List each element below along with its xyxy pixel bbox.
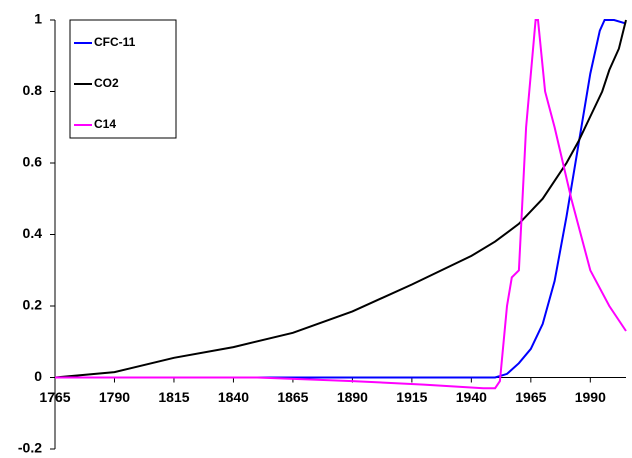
line-series: [54, 19, 627, 379]
x-tick-label: 1940: [456, 389, 487, 405]
x-tick-label: 1790: [99, 389, 130, 405]
x-tick-label: 1915: [396, 389, 427, 405]
y-tick-label: 0.4: [23, 225, 43, 241]
x-tick-label: 1890: [337, 389, 368, 405]
legend-label: CFC-11: [94, 35, 136, 49]
x-tick-label: 1990: [575, 389, 606, 405]
y-tick-label: 0.2: [23, 297, 43, 313]
line-series: [55, 19, 627, 379]
y-tick-label: -0.2: [18, 440, 42, 456]
x-tick-label: 1965: [515, 389, 546, 405]
y-tick-label: 0: [34, 368, 42, 384]
y-tick-label: 0.8: [23, 82, 43, 98]
legend-box: [69, 19, 177, 139]
y-tick-label: 0.6: [23, 154, 43, 170]
x-tick-label: 1865: [277, 389, 308, 405]
legend-label: CO2: [94, 76, 119, 90]
line-series: [55, 19, 627, 390]
x-tick-label: 1840: [218, 389, 249, 405]
x-tick-label: 1815: [158, 389, 189, 405]
x-tick-label: 1765: [39, 389, 70, 405]
legend-label: C14: [94, 117, 116, 131]
y-tick-label: 1: [34, 11, 42, 27]
